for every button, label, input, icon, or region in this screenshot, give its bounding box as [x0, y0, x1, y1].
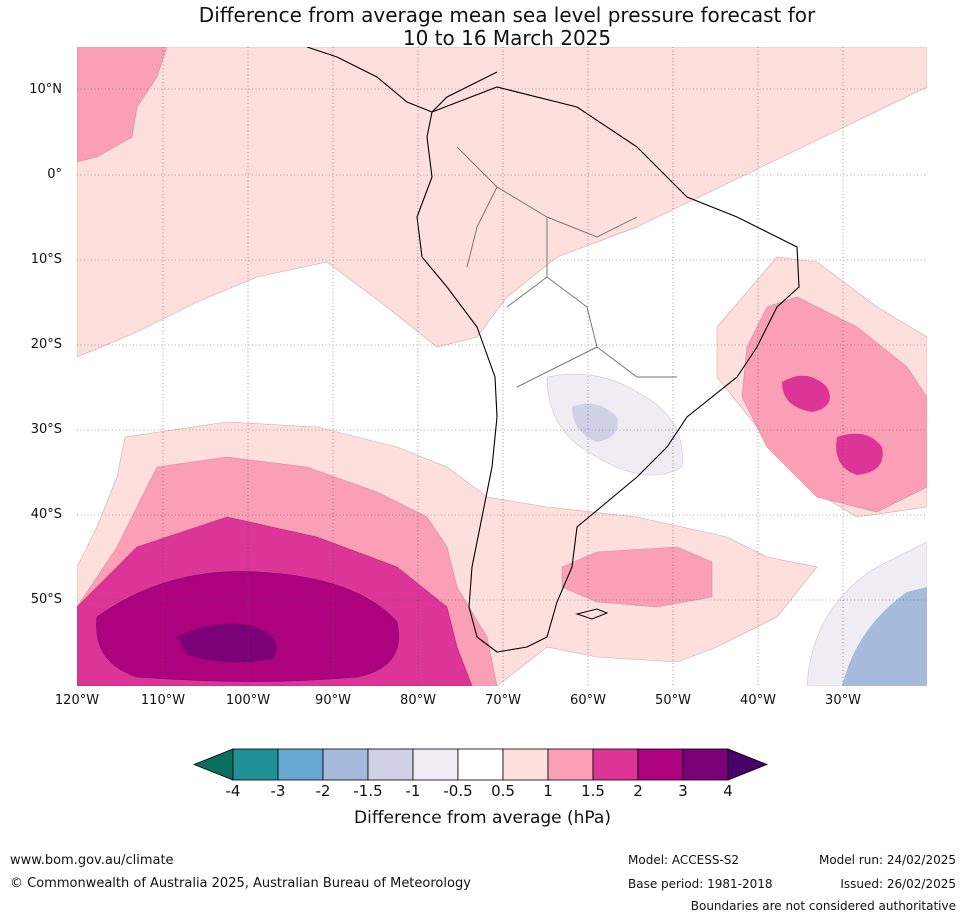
legend-tick: 0.5 [491, 782, 515, 800]
legend-tick: -0.5 [443, 782, 473, 800]
anomaly-region-atlantic-magenta-1 [782, 375, 830, 412]
country-borders [456, 146, 677, 388]
lon-label-80w: 80°W [400, 693, 436, 708]
legend-tick: 4 [723, 782, 733, 800]
lat-label-20s: 20°S [30, 337, 62, 352]
lon-label-110w: 110°W [140, 693, 186, 708]
anomaly-region-southern-pink [561, 546, 713, 608]
lat-label-10n: 10°N [29, 82, 62, 97]
lat-label-50s: 50°S [30, 592, 62, 607]
anomaly-region-north-pacific [77, 47, 927, 358]
coastline-south-america [416, 86, 800, 653]
legend-swatch [232, 748, 279, 781]
anomaly-region-atlantic-magenta-2 [836, 433, 883, 475]
lat-label-40s: 40°S [30, 507, 62, 522]
legend-colorbar [193, 748, 769, 781]
title-line-1: Difference from average mean sea level p… [198, 3, 816, 27]
anomaly-region-northwest-pink [77, 47, 168, 163]
legend-swatch [367, 748, 414, 781]
legend-swatch [682, 748, 729, 781]
lon-label-90w: 90°W [315, 693, 351, 708]
legend-swatch [547, 748, 594, 781]
legend-arrow-high [727, 748, 769, 781]
legend-swatch [502, 748, 549, 781]
map-canvas [77, 47, 927, 686]
legend-tick: -1.5 [353, 782, 383, 800]
coastline-central-america [306, 47, 498, 113]
lon-label-100w: 100°W [225, 693, 271, 708]
footer-model: Model: ACCESS-S2 [628, 853, 740, 867]
lon-label-70w: 70°W [485, 693, 521, 708]
lon-label-30w: 30°W [825, 693, 861, 708]
legend-swatch [592, 748, 639, 781]
footer-disclaimer: Boundaries are not considered authoritat… [690, 899, 956, 913]
footer-issued: Issued: 26/02/2025 [840, 877, 956, 891]
legend-tick: -3 [270, 782, 286, 800]
legend-swatch [322, 748, 369, 781]
graticule [77, 47, 927, 686]
legend-swatch [412, 748, 459, 781]
lat-label-30s: 30°S [30, 422, 62, 437]
lon-label-50w: 50°W [655, 693, 691, 708]
lon-label-40w: 40°W [740, 693, 776, 708]
footer-copyright: © Commonwealth of Australia 2025, Austra… [10, 876, 471, 891]
legend-tick: -4 [225, 782, 241, 800]
pressure-anomaly-map [77, 47, 927, 686]
legend-swatch [457, 748, 504, 781]
anomaly-region-pacific-core [177, 623, 277, 663]
lon-label-60w: 60°W [570, 693, 606, 708]
legend-swatch [277, 748, 324, 781]
lat-label-10s: 10°S [30, 252, 62, 267]
legend-tick: -1 [405, 782, 421, 800]
falkland-islands [575, 608, 609, 620]
legend-arrow-low [193, 748, 234, 781]
footer-base-period: Base period: 1981-2018 [628, 877, 773, 891]
legend-tick: 1 [543, 782, 553, 800]
footer-model-run: Model run: 24/02/2025 [818, 853, 956, 867]
anomaly-region-neg-southeast-core [842, 587, 927, 686]
legend-swatch [637, 748, 684, 781]
title-line-2: 10 to 16 March 2025 [402, 26, 612, 50]
legend-tick: 2 [633, 782, 643, 800]
footer-url[interactable]: www.bom.gov.au/climate [10, 853, 174, 868]
lat-label-0: 0° [47, 167, 62, 182]
map-title: Difference from average mean sea level p… [0, 4, 965, 50]
legend-tick: 1.5 [581, 782, 605, 800]
lon-label-120w: 120°W [54, 693, 100, 708]
legend-tick: -2 [315, 782, 331, 800]
legend-tick: 3 [678, 782, 688, 800]
anomaly-region-neg-continent-core [572, 403, 618, 442]
legend-title: Difference from average (hPa) [354, 808, 611, 828]
